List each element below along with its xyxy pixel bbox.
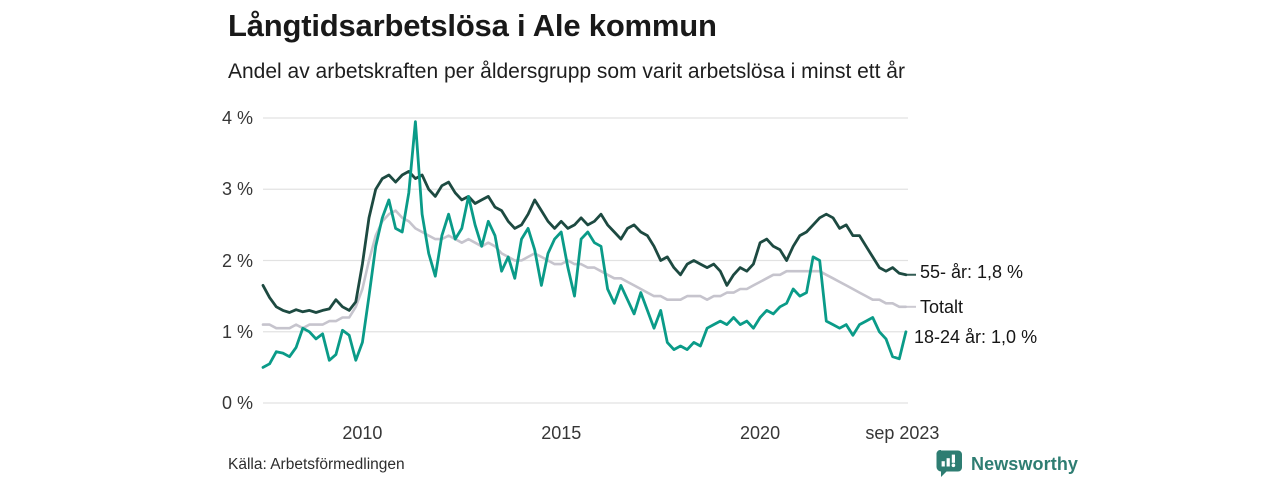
- y-axis-tick-label: 0 %: [221, 393, 253, 413]
- y-axis-tick-label: 3 %: [221, 179, 253, 200]
- bar-chart-speech-bubble-icon: [936, 450, 962, 477]
- chart-title: Långtidsarbetslösa i Ale kommun: [228, 8, 717, 43]
- series-line-total: [261, 209, 908, 330]
- series-end-label-55: 55- år: 1,8 %: [920, 261, 1024, 282]
- y-axis-tick-label: 4 %: [221, 108, 253, 128]
- x-axis-tick-label: 2020: [740, 423, 781, 443]
- source-note: Källa: Arbetsförmedlingen: [228, 456, 405, 473]
- y-axis-tick-label: 1 %: [221, 321, 253, 342]
- y-axis-tick-label: 2 %: [221, 250, 253, 271]
- x-axis-tick-label: sep 2023: [865, 423, 940, 443]
- series-end-label-18_24: 18-24 år: 1,0 %: [914, 326, 1038, 347]
- series-line-18_24: [261, 120, 908, 369]
- x-axis-tick-label: 2015: [541, 423, 582, 443]
- series-line-55: [261, 169, 908, 314]
- x-axis-tick-label: 2010: [342, 423, 383, 443]
- brand-name: Newsworthy: [971, 453, 1079, 474]
- chart-subtitle: Andel av arbetskraften per åldersgrupp s…: [228, 60, 905, 83]
- newsworthy-logo: Newsworthy: [936, 450, 1078, 478]
- series-end-label-total: Totalt: [920, 296, 964, 317]
